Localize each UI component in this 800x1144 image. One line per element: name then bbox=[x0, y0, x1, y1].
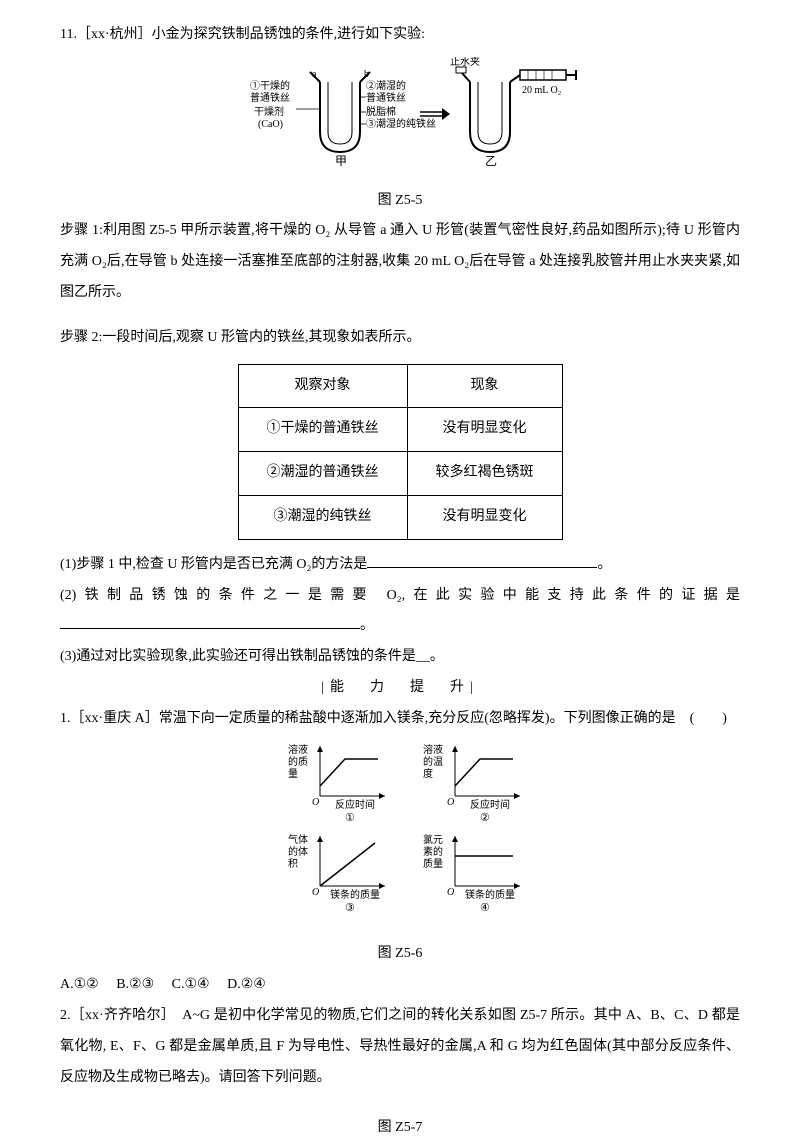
table-cell: 较多红褐色锈斑 bbox=[407, 452, 562, 496]
choice-c: C.①④ bbox=[172, 977, 210, 992]
label-cotton: 脱脂棉 bbox=[366, 105, 396, 118]
choice-a: A.①② bbox=[60, 977, 99, 992]
chart3-origin: O bbox=[312, 887, 319, 898]
chart3-num: ③ bbox=[345, 902, 355, 914]
q11-sub3: (3)通过对比实验现象,此实验还可得出铁制品锈蚀的条件是__。 bbox=[60, 642, 740, 673]
table-row: ①干燥的普通铁丝 没有明显变化 bbox=[238, 408, 562, 452]
q11-sub1-post: 。 bbox=[597, 557, 611, 572]
q2-header: 2.［xx·齐齐哈尔］ A~G 是初中化学常见的物质,它们之间的转化关系如图 Z… bbox=[60, 1001, 740, 1093]
table-cell: 没有明显变化 bbox=[407, 408, 562, 452]
chart4-num: ④ bbox=[480, 902, 490, 914]
chart4-ylabel-2: 素的 bbox=[423, 845, 443, 858]
four-charts: 溶液 的质 量 O 反应时间 ① 溶液 的温 度 O 反应时间 ② bbox=[250, 741, 550, 921]
chart4-ylabel-3: 质量 bbox=[423, 858, 443, 870]
label-yi: 乙 bbox=[485, 154, 497, 167]
label-desiccant: 干燥剂 bbox=[254, 105, 284, 118]
chart3-xlabel: 镁条的质量 bbox=[330, 888, 380, 901]
chart1-num: ① bbox=[345, 812, 355, 824]
q1-choices: A.①② B.②③ C.①④ D.②④ bbox=[60, 970, 740, 1001]
q11-sub2-post: 。 bbox=[360, 618, 374, 633]
chart2-ylabel-2: 的温 bbox=[423, 755, 443, 768]
blank-line bbox=[367, 554, 597, 568]
q11-sub2-pre: (2)铁制品锈蚀的条件之一是需要 O₂,在此实验中能支持此条件的证据是 bbox=[60, 588, 740, 603]
blank-line bbox=[60, 615, 360, 629]
label-pure-wire: ③潮湿的纯铁丝 bbox=[366, 117, 436, 130]
chart1-ylabel-3: 量 bbox=[288, 768, 298, 780]
label-clamp: 止水夹 bbox=[450, 57, 480, 68]
table-cell: ③潮湿的纯铁丝 bbox=[238, 495, 407, 539]
q11-step1: 步骤 1:利用图 Z5-5 甲所示装置,将干燥的 O₂ 从导管 a 通入 U 形… bbox=[60, 216, 740, 308]
chart2-ylabel-1: 溶液 bbox=[423, 743, 443, 756]
fig-z5-7-caption: 图 Z5-7 bbox=[60, 1113, 740, 1144]
chart2-num: ② bbox=[480, 812, 490, 824]
chart1-ylabel-2: 的质 bbox=[288, 755, 308, 768]
observation-table: 观察对象 现象 ①干燥的普通铁丝 没有明显变化 ②潮湿的普通铁丝 较多红褐色锈斑… bbox=[238, 364, 563, 540]
q11-sub2: (2)铁制品锈蚀的条件之一是需要 O₂,在此实验中能支持此条件的证据是。 bbox=[60, 581, 740, 643]
label-jia: 甲 bbox=[335, 154, 347, 167]
label-cao: (CaO) bbox=[258, 119, 283, 130]
label-dry-wire-2: 普通铁丝 bbox=[250, 91, 290, 104]
label-dry-wire-1: ①干燥的 bbox=[250, 79, 290, 92]
label-wet-1: ②潮湿的 bbox=[366, 79, 406, 92]
chart2-origin: O bbox=[447, 797, 454, 808]
table-header-object: 观察对象 bbox=[238, 364, 407, 408]
chart3-ylabel-1: 气体 bbox=[288, 833, 308, 846]
fig-z5-6-caption: 图 Z5-6 bbox=[60, 939, 740, 970]
q11-sub1-pre: (1)步骤 1 中,检查 U 形管内是否已充满 O₂的方法是 bbox=[60, 557, 367, 572]
q1-header: 1.［xx·重庆 A］常温下向一定质量的稀盐酸中逐渐加入镁条,充分反应(忽略挥发… bbox=[60, 704, 740, 735]
chart4-xlabel: 镁条的质量 bbox=[465, 888, 515, 901]
figure-z5-5: a b ①干燥的 普通铁丝 干燥剂 (CaO) ②潮湿的 普通铁丝 脱脂棉 ③潮… bbox=[60, 57, 740, 180]
apparatus-diagram: a b ①干燥的 普通铁丝 干燥剂 (CaO) ②潮湿的 普通铁丝 脱脂棉 ③潮… bbox=[220, 57, 580, 167]
chart3-ylabel-3: 积 bbox=[288, 858, 298, 870]
fig-z5-5-caption: 图 Z5-5 bbox=[60, 186, 740, 217]
label-a: a bbox=[312, 69, 317, 80]
chart4-origin: O bbox=[447, 887, 454, 898]
table-row: ②潮湿的普通铁丝 较多红褐色锈斑 bbox=[238, 452, 562, 496]
figure-z5-6: 溶液 的质 量 O 反应时间 ① 溶液 的温 度 O 反应时间 ② bbox=[60, 741, 740, 934]
choice-b: B.②③ bbox=[116, 977, 154, 992]
table-row: 观察对象 现象 bbox=[238, 364, 562, 408]
chart1-origin: O bbox=[312, 797, 319, 808]
choice-d: D.②④ bbox=[227, 977, 266, 992]
chart4-ylabel-1: 氯元 bbox=[423, 833, 443, 846]
chart3-ylabel-2: 的体 bbox=[288, 845, 308, 858]
label-b: b bbox=[364, 69, 369, 80]
chart1-ylabel-1: 溶液 bbox=[288, 743, 308, 756]
chart2-xlabel: 反应时间 bbox=[470, 798, 510, 811]
table-header-phenomenon: 现象 bbox=[407, 364, 562, 408]
q11-header: 11.［xx·杭州］小金为探究铁制品锈蚀的条件,进行如下实验: bbox=[60, 20, 740, 51]
chart1-xlabel: 反应时间 bbox=[335, 798, 375, 811]
label-wet-2: 普通铁丝 bbox=[366, 91, 406, 104]
label-o2-volume: 20 mL O₂ bbox=[522, 85, 561, 96]
table-row: ③潮湿的纯铁丝 没有明显变化 bbox=[238, 495, 562, 539]
q11-step2: 步骤 2:一段时间后,观察 U 形管内的铁丝,其现象如表所示。 bbox=[60, 323, 740, 354]
table-cell: ①干燥的普通铁丝 bbox=[238, 408, 407, 452]
table-cell: ②潮湿的普通铁丝 bbox=[238, 452, 407, 496]
chart2-ylabel-3: 度 bbox=[423, 767, 433, 780]
q11-sub1: (1)步骤 1 中,检查 U 形管内是否已充满 O₂的方法是 。 bbox=[60, 550, 740, 581]
section-title: |能 力 提 升| bbox=[60, 673, 740, 704]
table-cell: 没有明显变化 bbox=[407, 495, 562, 539]
